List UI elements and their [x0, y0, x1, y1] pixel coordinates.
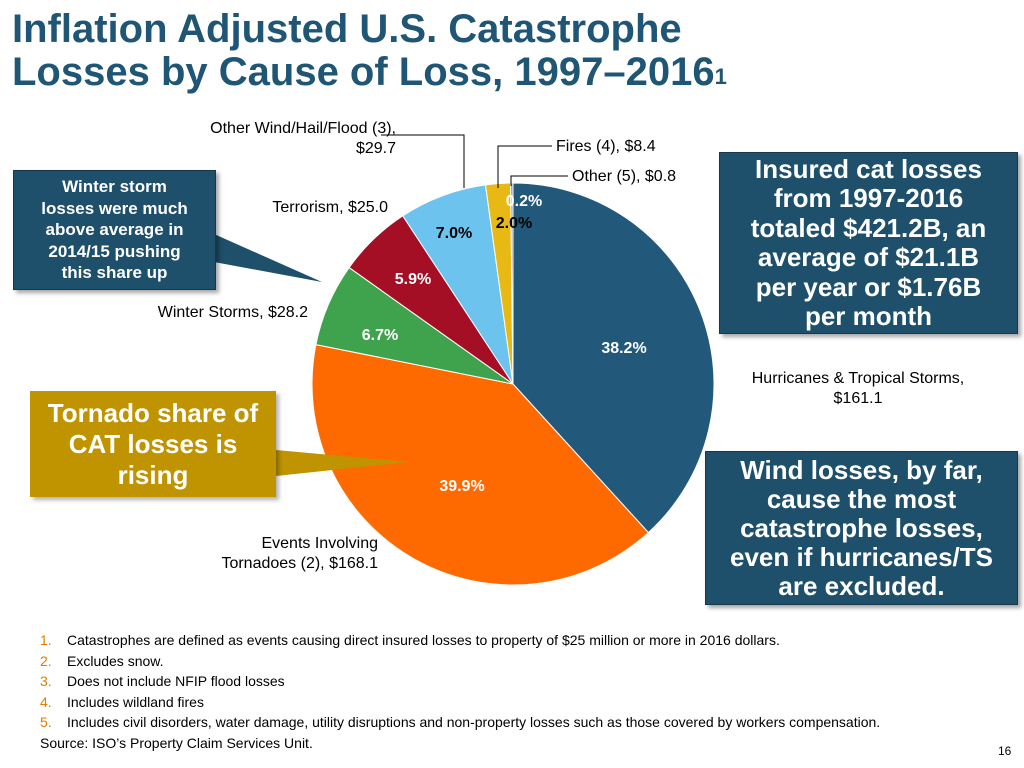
slice-percent-label: 0.2% — [506, 193, 542, 210]
wind-callout-line: are excluded. — [778, 570, 945, 601]
tornado-callout-line: CAT losses is — [68, 428, 238, 459]
title-line-1: Inflation Adjusted U.S. Catastrophe — [12, 7, 682, 51]
footnote-number: 1. — [40, 632, 52, 648]
leader-line — [497, 145, 552, 188]
insured-callout-line: from 1997-2016 — [773, 183, 964, 213]
slice-percent-label: 39.9% — [439, 478, 484, 495]
pie-slice-events-involving-tornadoes-2 — [311, 344, 650, 586]
leader-line — [381, 134, 465, 188]
footnote-text: Catastrophes are defined as events causi… — [67, 632, 780, 648]
slice-category-label: Winter Storms, $28.2 — [158, 304, 308, 321]
pie-chart: 38.2% 39.9% 6.7% 5.9% 7.0% 2.0% 0.2% Hurricane… — [158, 120, 965, 586]
footnote-text: Excludes snow. — [67, 652, 164, 669]
slice-category-label-line: Other (5), $0.8 — [572, 168, 676, 185]
slice-category-label-line: Events Involving — [261, 535, 378, 552]
footnote-number: 4. — [40, 693, 52, 710]
wind-callout-line: even if hurricanes/TS — [730, 541, 993, 572]
insured-callout-line: per year or $1.76B — [755, 271, 982, 302]
footnote-text: Includes civil disorders, water damage, … — [67, 714, 881, 730]
slice-percent-label: 5.9% — [395, 271, 431, 288]
slice-percent-label: 6.7% — [362, 327, 398, 344]
tornado-callout: Tornado share of CAT losses is rising — [30, 391, 276, 497]
slice-category-label-line: $29.7 — [356, 140, 396, 157]
wind-callout-line: Wind losses, by far, — [740, 454, 983, 485]
slice-category-label-line: Terrorism, $25.0 — [272, 199, 388, 216]
wind-losses-callout: Wind losses, by far, cause the most cata… — [705, 451, 1018, 605]
footnote: 2. Excludes snow. — [40, 651, 1000, 672]
slice-category-label-line: $161.1 — [834, 390, 883, 407]
tornado-callout-pointer — [276, 450, 408, 476]
wind-callout-line: catastrophe losses, — [740, 512, 983, 543]
footnote: 4. Includes wildland fires — [40, 692, 1000, 713]
footnote: 1. Catastrophes are defined as events cau… — [40, 630, 1000, 651]
title-line-2: Losses by Cause of Loss, 1997–20161 — [12, 51, 812, 94]
footnote: 5. Includes civil disorders, water damage… — [40, 712, 1000, 733]
page-number: 16 — [998, 744, 1012, 758]
page-title: Inflation Adjusted U.S. Catastrophe Loss… — [12, 8, 812, 94]
winter-callout-line: above average in — [45, 220, 184, 240]
slice-category-label: Fires (4), $8.4 — [556, 138, 656, 155]
footnote: 3. Does not include NFIP flood losses — [40, 671, 1000, 692]
slice-category-label: Other Wind/Hail/Flood (3), $29.7 — [210, 120, 396, 157]
footnote-text: Does not include NFIP flood losses — [67, 673, 285, 689]
slice-percent-label: 38.2% — [601, 340, 646, 357]
winter-callout-line: 2014/15 pushing — [48, 241, 181, 261]
slice-category-label-line: Hurricanes & Tropical Storms, — [752, 370, 965, 387]
slice-category-label: Terrorism, $25.0 — [272, 199, 388, 216]
winter-storm-callout: Winter storm losses were much above aver… — [13, 170, 216, 290]
insured-losses-callout: Insured cat losses from 1997-2016 totale… — [719, 152, 1018, 334]
insured-callout-line: totaled $421.2B, an — [750, 212, 987, 243]
slice-category-label-line: Tornadoes (2), $168.1 — [221, 555, 378, 572]
slice-percent-label: 7.0% — [436, 225, 472, 242]
tornado-callout-line: Tornado share of — [47, 397, 259, 428]
winter-callout-pointer — [214, 234, 322, 282]
slice-percent-label: 2.0% — [496, 215, 532, 232]
footnote-number: 3. — [40, 673, 52, 689]
title-footnote-ref: 1 — [714, 64, 727, 89]
slice-category-label: Events Involving Tornadoes (2), $168.1 — [221, 535, 378, 572]
pie-slice-hurricanes-tropical-storms — [512, 182, 715, 534]
insured-callout-line: Insured cat losses — [755, 153, 982, 184]
winter-callout-line: this share up — [61, 263, 168, 283]
slice-category-label-line: Winter Storms, $28.2 — [158, 304, 308, 321]
leader-line — [510, 175, 568, 186]
footnote-number: 5. — [40, 714, 52, 730]
slice-category-label: Hurricanes & Tropical Storms, $161.1 — [752, 370, 965, 407]
winter-callout-line: losses were much — [41, 198, 188, 218]
tornado-callout-line: rising — [117, 459, 189, 490]
source-note: Source: ISO’s Property Claim Services Un… — [40, 735, 313, 751]
slice-category-label: Other (5), $0.8 — [572, 168, 676, 185]
footnote-number: 2. — [40, 652, 52, 669]
footnotes: 1. Catastrophes are defined as events cau… — [40, 630, 1000, 733]
title-line-2-text: Losses by Cause of Loss, 1997–2016 — [12, 50, 715, 94]
wind-callout-line: cause the most — [766, 483, 957, 514]
slice-category-label-line: Fires (4), $8.4 — [556, 138, 656, 155]
winter-callout-line: Winter storm — [62, 177, 167, 197]
footnote-text: Includes wildland fires — [67, 693, 204, 710]
insured-callout-line: average of $21.1B — [757, 242, 980, 272]
slice-category-label-line: Other Wind/Hail/Flood (3), — [210, 120, 396, 137]
insured-callout-line: per month — [804, 301, 933, 331]
